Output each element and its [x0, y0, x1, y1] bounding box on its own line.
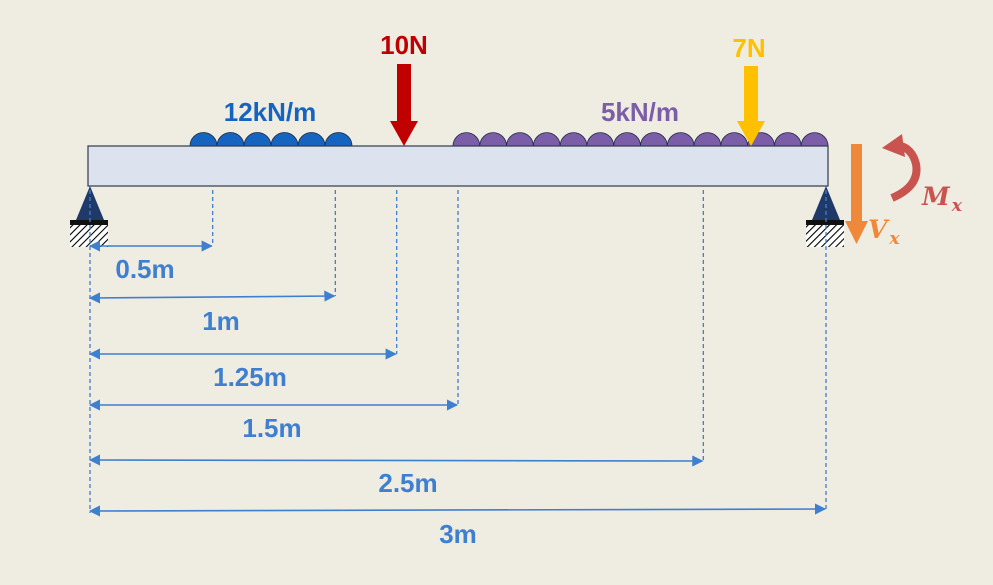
right-support: [806, 186, 844, 247]
shear-symbol: V: [868, 215, 890, 244]
udl-left-bump: [243, 132, 272, 147]
moment-arc: [890, 141, 921, 202]
dimension-label: 3m: [439, 519, 477, 549]
point-load-7n: 7N: [732, 33, 766, 146]
udl-left-bump: [297, 132, 326, 147]
left-support-base: [70, 220, 108, 225]
udl-right-bump: [586, 132, 615, 147]
shear-arrow-head: [845, 221, 868, 244]
dimension-label: 1m: [202, 306, 240, 336]
point-load-7n-head: [737, 121, 765, 146]
udl-right-bump: [774, 132, 802, 147]
udl-right-label: 5kN/m: [601, 97, 679, 127]
udl-right-bump: [559, 132, 588, 147]
moment-symbol: M: [921, 182, 951, 211]
dimension-label: 0.5m: [115, 254, 174, 284]
dimension-arrow: [88, 290, 336, 304]
right-support-triangle: [812, 186, 840, 220]
udl-left-bump: [324, 132, 353, 147]
udl-right-bump: [506, 132, 534, 147]
udl-right-bump: [720, 132, 749, 147]
udl-left-bump: [216, 132, 245, 147]
udl-left-label: 12kN/m: [224, 97, 317, 127]
right-support-base: [806, 220, 844, 225]
udl-right-bump: [452, 132, 481, 147]
udl-right-bumps: [452, 132, 829, 147]
udl-left-bump: [270, 132, 299, 147]
dimension-arrow: [88, 454, 704, 467]
left-support-triangle: [76, 186, 104, 220]
point-load-10n-shaft: [397, 64, 411, 122]
dimension-arrow: [88, 503, 827, 517]
moment-arrow-head: [882, 134, 905, 157]
beam: [87, 145, 829, 187]
udl-right-bump: [532, 132, 561, 147]
udl-right-bump: [693, 132, 722, 147]
dimension-label: 1.25m: [213, 362, 287, 392]
dimension-label: 2.5m: [378, 468, 437, 498]
left-support: [70, 186, 108, 247]
moment-subscript: x: [951, 196, 963, 216]
point-load-10n-label: 10N: [380, 30, 428, 60]
left-support-ground: [70, 225, 108, 247]
point-load-7n-label: 7N: [732, 33, 765, 63]
udl-left-bumps: [189, 132, 353, 147]
point-load-7n-shaft: [744, 66, 758, 122]
shear-subscript: x: [888, 229, 900, 249]
right-support-ground: [806, 225, 844, 247]
udl-right-bump: [479, 132, 507, 147]
shear-arrow-shaft: [851, 144, 862, 222]
point-load-10n: 10N: [380, 30, 428, 146]
point-load-10n-head: [390, 121, 418, 146]
udl-right-bump: [613, 132, 641, 147]
udl-right-bump: [800, 132, 829, 147]
udl-right-bump: [640, 132, 668, 147]
udl-right-bump: [666, 132, 695, 147]
dimension-label: 1.5m: [242, 413, 301, 443]
udl-left-bump: [189, 132, 218, 147]
